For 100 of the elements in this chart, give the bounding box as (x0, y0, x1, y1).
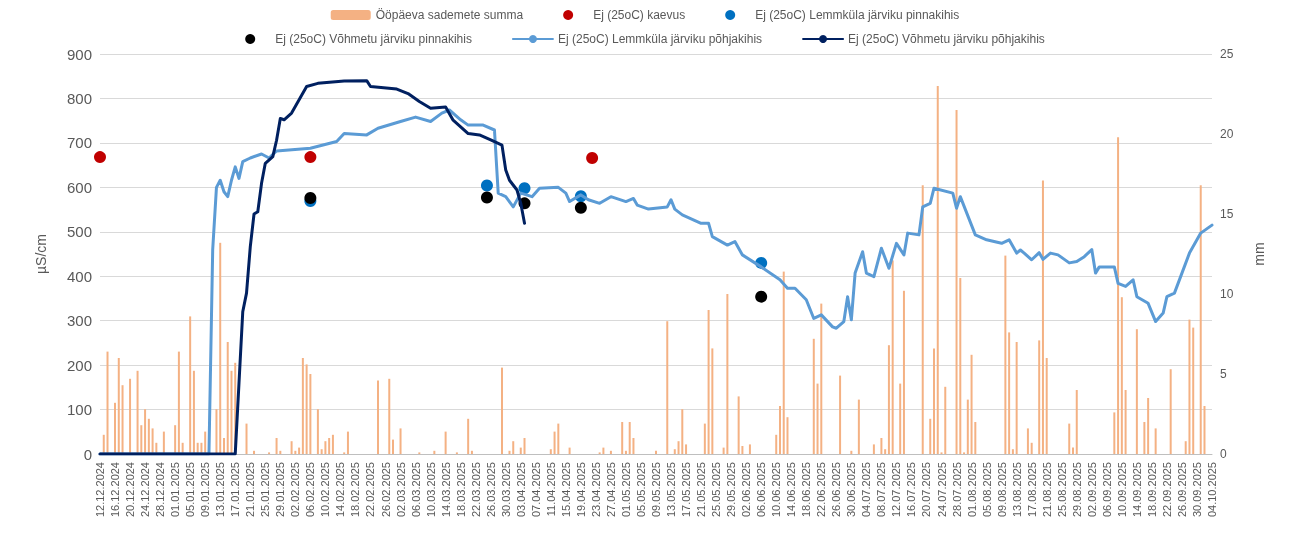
x-tick-label: 06.09.2025 (1100, 462, 1113, 518)
bar (215, 409, 218, 454)
x-tick-label: 23.04.2025 (589, 462, 602, 518)
bar (470, 450, 473, 454)
x-tick-label: 29.08.2025 (1070, 462, 1083, 518)
bar (902, 290, 905, 454)
bar (290, 441, 293, 454)
bar (226, 342, 229, 454)
bar (245, 423, 248, 454)
x-tick-label: 10.02.2025 (319, 462, 332, 518)
x-tick-label: 30.03.2025 (499, 462, 512, 518)
x-tick-label: 02.03.2025 (394, 462, 407, 518)
x-tick-label: 18.06.2025 (800, 462, 813, 518)
bar (388, 378, 391, 454)
bar (523, 438, 526, 454)
bar (1068, 423, 1071, 454)
bar (174, 425, 177, 454)
bar (147, 418, 150, 454)
x-tick-label: 19.04.2025 (574, 462, 587, 518)
bar (966, 399, 969, 454)
bar (196, 442, 199, 454)
bar (1169, 369, 1172, 454)
bar (621, 422, 624, 454)
bar (1041, 180, 1044, 454)
bar (857, 399, 860, 454)
x-tick-label: 02.02.2025 (289, 462, 302, 518)
y-tick-label: 600 (66, 178, 92, 196)
x-tick-label: 18.03.2025 (454, 462, 467, 518)
x-tick-label: 26.03.2025 (484, 462, 497, 518)
bar (1154, 428, 1157, 454)
bar (778, 406, 781, 454)
bar (944, 386, 947, 454)
x-tick-label: 13.08.2025 (1010, 462, 1023, 518)
bar (549, 449, 552, 454)
point (480, 191, 493, 204)
y2-axis-title: mm (1251, 242, 1267, 266)
bar (775, 434, 778, 454)
x-tick-label: 21.05.2025 (695, 462, 708, 518)
x-tick-label: 26.06.2025 (830, 462, 843, 518)
x-tick-label: 28.12.2024 (154, 462, 167, 518)
bar (839, 375, 842, 454)
bar (884, 449, 887, 454)
bar (102, 434, 105, 454)
x-tick-label: 22.06.2025 (815, 462, 828, 518)
bar (1038, 340, 1041, 454)
y-tick-label: 100 (66, 401, 92, 419)
bar (624, 450, 627, 454)
x-tick-label: 13.01.2025 (214, 462, 227, 518)
x-tick-label: 04.07.2025 (860, 462, 873, 518)
bar (162, 431, 165, 454)
x-tick-label: 14.03.2025 (439, 462, 452, 518)
bar (933, 348, 935, 454)
y2-tick-label: 10 (1220, 287, 1234, 301)
bar (200, 442, 203, 454)
legend-label: Ööpäeva sademete summa (375, 8, 524, 22)
x-tick-label: 25.05.2025 (710, 462, 723, 518)
x-tick-label: 17.01.2025 (229, 462, 242, 518)
x-tick-label: 11.04.2025 (544, 462, 557, 517)
x-tick-label: 10.06.2025 (770, 462, 783, 518)
bar (136, 370, 139, 454)
x-tick-label: 06.03.2025 (409, 462, 422, 518)
x-tick-label: 20.07.2025 (920, 462, 933, 518)
bar (782, 271, 785, 454)
bar (812, 338, 815, 454)
x-tick-label: 20.12.2024 (124, 462, 137, 518)
bar (117, 358, 120, 454)
bar (512, 441, 515, 454)
bar (929, 418, 932, 454)
bar (399, 428, 402, 454)
x-tick-label: 22.09.2025 (1160, 462, 1173, 518)
bar (726, 294, 729, 454)
y2-tick-label: 0 (1220, 447, 1227, 461)
bar (106, 351, 109, 454)
x-tick-label: 05.01.2025 (184, 462, 197, 518)
x-tick-label: 25.01.2025 (259, 462, 272, 518)
point (586, 152, 599, 164)
bar (1147, 398, 1150, 454)
bar (568, 447, 571, 454)
y-tick-label: 700 (66, 134, 92, 152)
bar (298, 447, 301, 454)
bar (151, 428, 154, 454)
bar (602, 447, 605, 454)
bar (508, 450, 511, 454)
x-tick-label: 10.03.2025 (424, 462, 437, 518)
x-tick-label: 14.06.2025 (785, 462, 798, 518)
y-tick-label: 300 (66, 312, 92, 330)
y-tick-label: 0 (83, 445, 92, 463)
bar (1124, 390, 1127, 454)
bar (557, 423, 560, 454)
y2-tick-label: 20 (1220, 127, 1234, 141)
bar (737, 396, 740, 454)
point (480, 179, 493, 192)
x-tick-label: 01.08.2025 (965, 462, 978, 518)
x-tick-label: 29.05.2025 (725, 462, 738, 518)
bar (820, 303, 823, 454)
x-tick-label: 16.12.2024 (109, 462, 122, 518)
bar (1192, 327, 1195, 454)
x-tick-label: 05.08.2025 (980, 462, 993, 518)
bar (181, 442, 184, 454)
bar (1015, 342, 1018, 454)
